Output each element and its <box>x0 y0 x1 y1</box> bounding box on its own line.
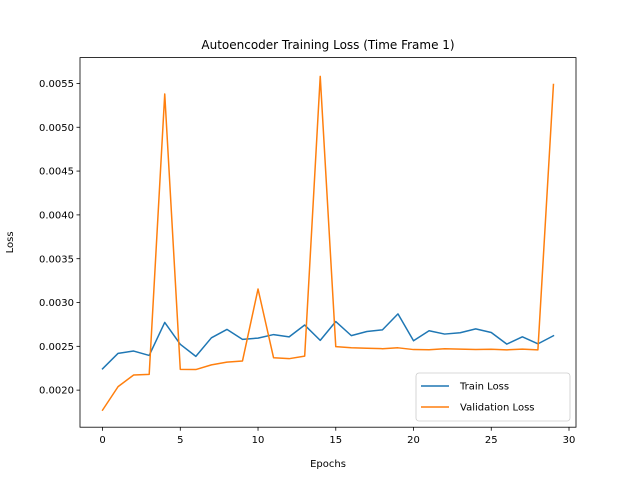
chart-title: Autoencoder Training Loss (Time Frame 1) <box>201 38 454 52</box>
x-axis: 0 5 10 15 20 25 30 <box>99 427 575 446</box>
y-axis-label: Loss <box>5 231 16 253</box>
legend-label-0: Train Loss <box>459 382 509 393</box>
series-line-0 <box>101 313 555 370</box>
series-line-1 <box>101 75 555 412</box>
plot-lines <box>101 75 555 412</box>
y-tick-label: 0.0045 <box>39 167 74 178</box>
x-tick-label: 5 <box>177 435 183 446</box>
legend-label-1: Validation Loss <box>460 403 535 414</box>
y-tick-label: 0.0035 <box>39 254 74 265</box>
x-axis-label: Epochs <box>310 459 346 470</box>
legend: Train Loss Validation Loss <box>415 372 571 422</box>
x-tick-label: 25 <box>485 435 498 446</box>
y-tick-label: 0.0050 <box>39 123 74 134</box>
y-tick-label: 0.0040 <box>39 210 74 221</box>
y-axis: 0.0020 0.0025 0.0030 0.0035 0.0040 0.0045 0.00… <box>39 79 80 397</box>
y-tick-label: 0.0030 <box>39 298 74 309</box>
axes-frame <box>79 57 577 428</box>
x-tick-label: 20 <box>407 435 420 446</box>
x-tick-label: 15 <box>329 435 342 446</box>
y-tick-label: 0.0025 <box>39 342 74 353</box>
y-tick-label: 0.0020 <box>39 386 74 397</box>
x-tick-label: 0 <box>99 435 105 446</box>
y-tick-label: 0.0055 <box>39 79 74 90</box>
x-tick-label: 10 <box>252 435 265 446</box>
legend-box <box>415 372 571 422</box>
x-tick-label: 30 <box>563 435 576 446</box>
